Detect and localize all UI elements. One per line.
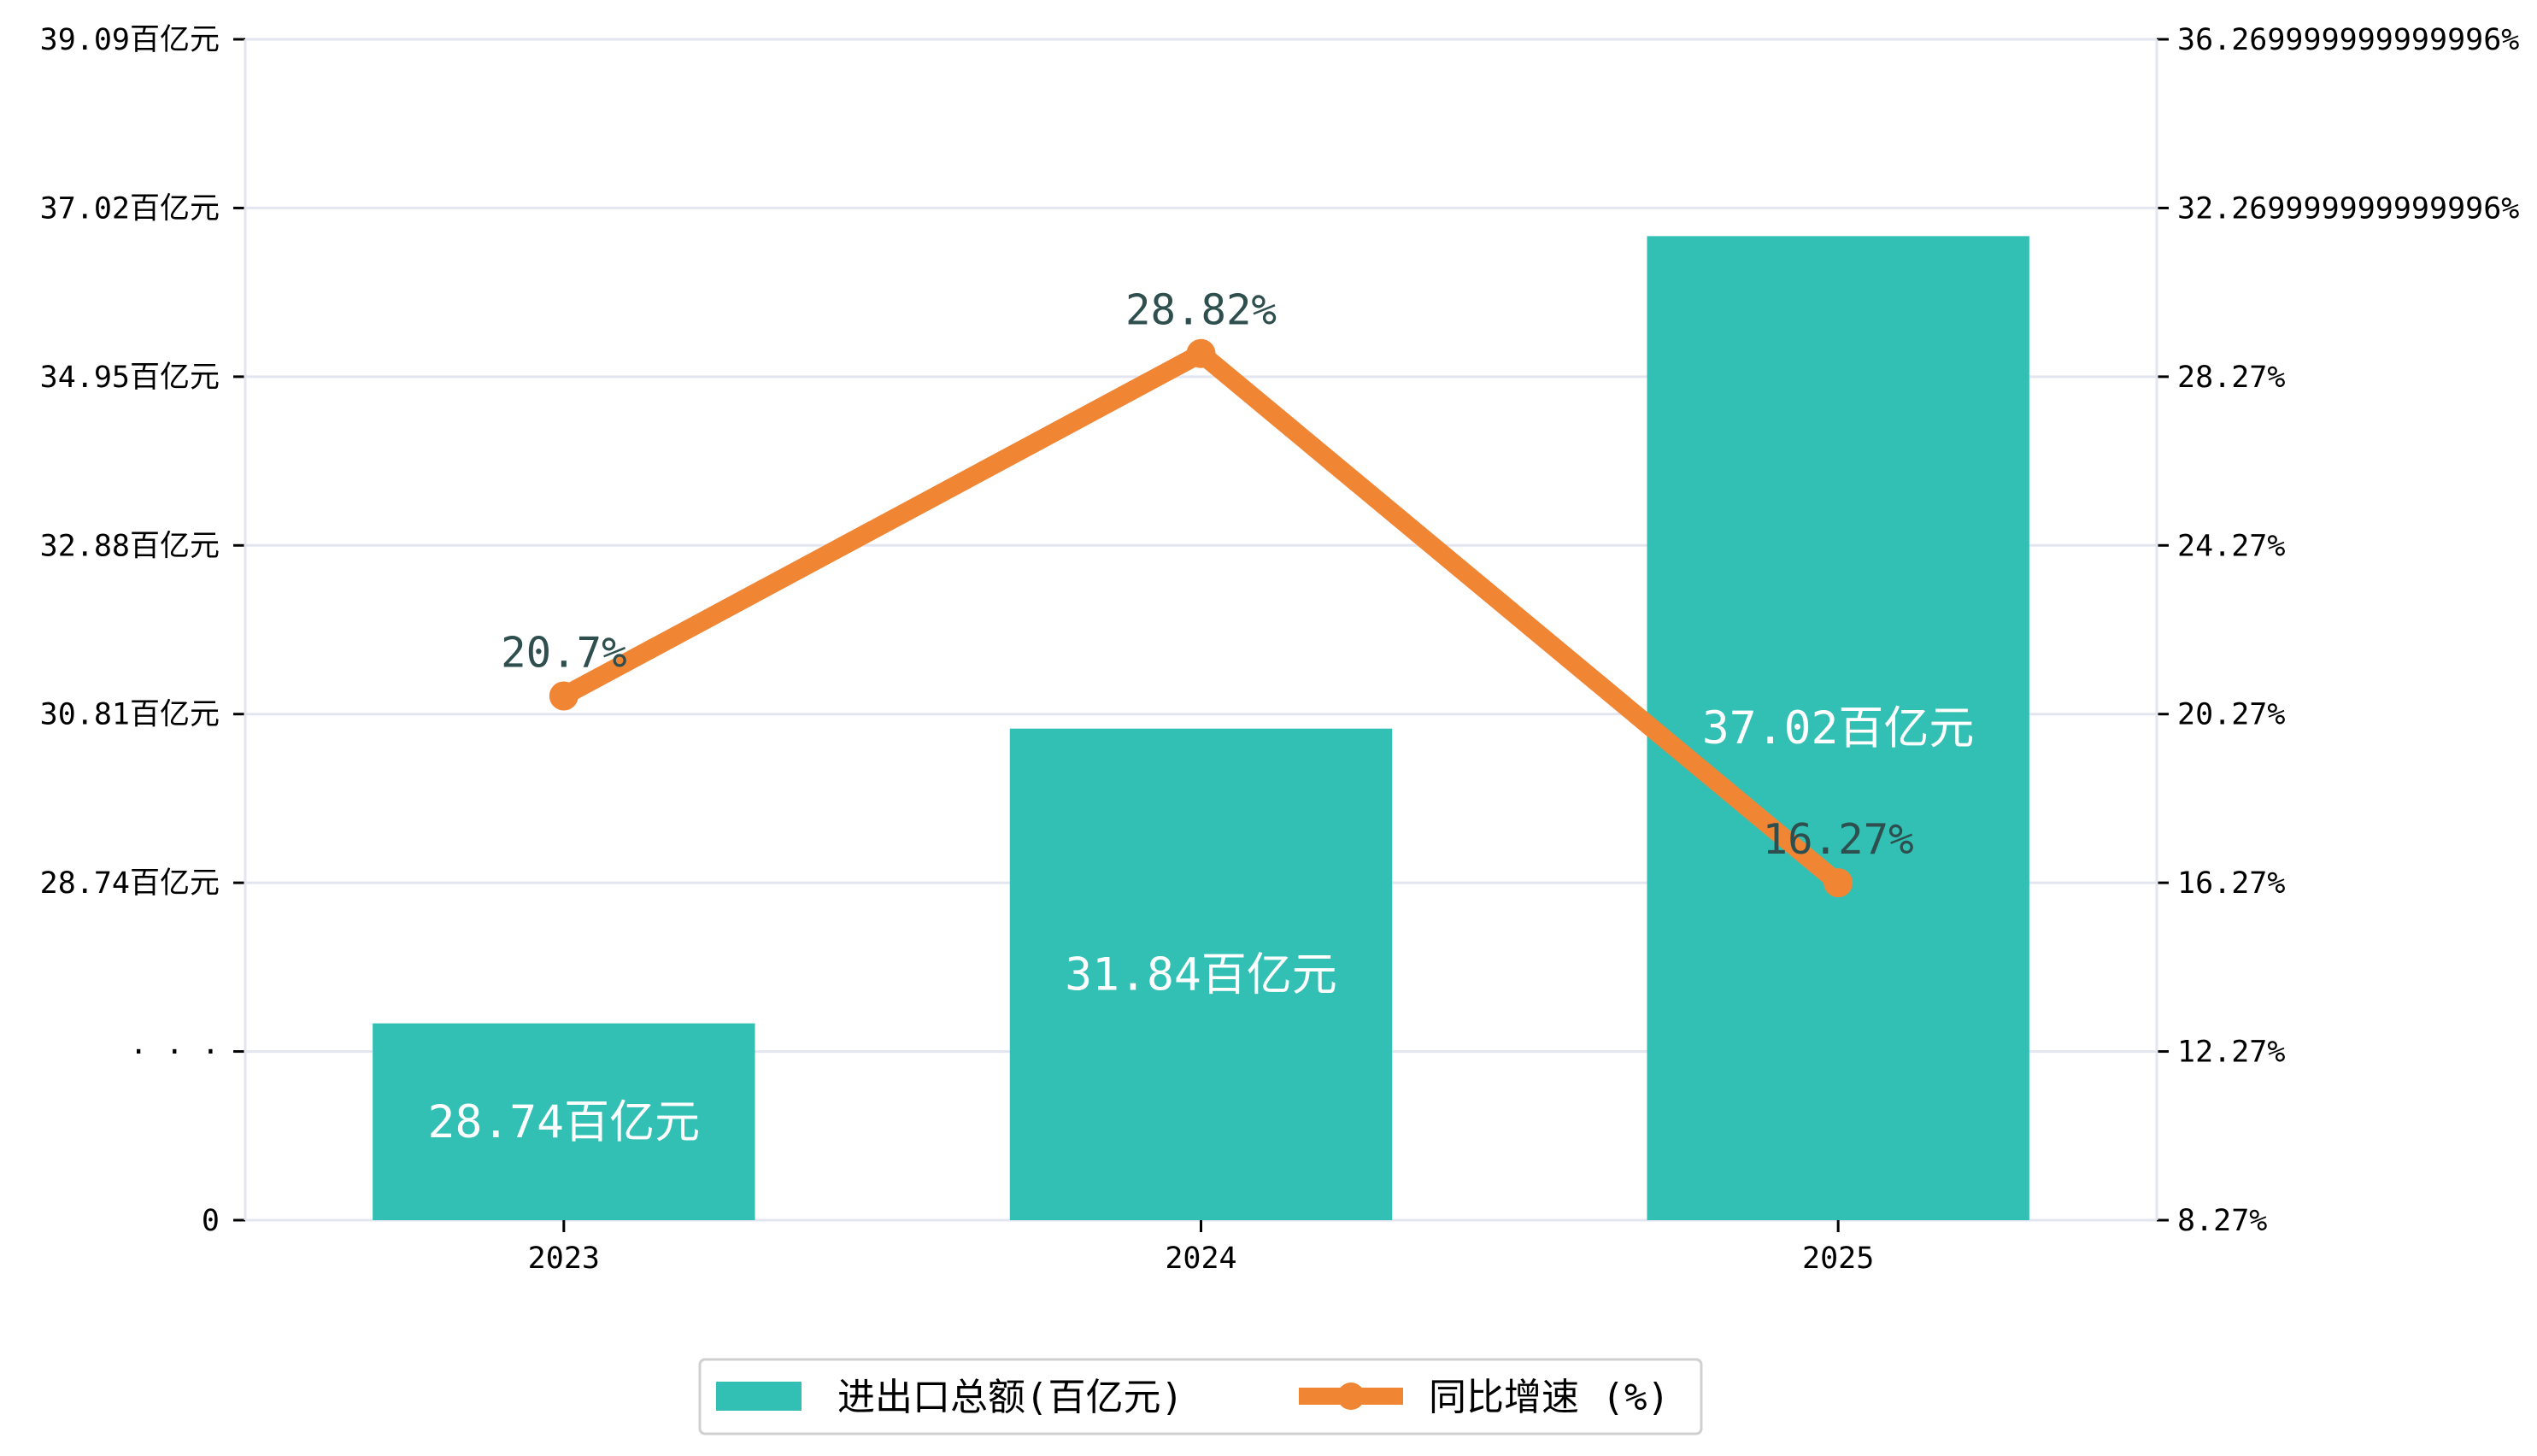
axes: 0 8.27% · · · 12.27% 28.74百亿元 16.27% 30.81百亿元 2… — [40, 23, 2520, 1276]
legend-label-bar: 进出口总额(百亿元) — [837, 1376, 1183, 1419]
data-labels: 28.74百亿元 31.84百亿元 37.02百亿元 20.7% 28.82% 16.27… — [428, 286, 1975, 1148]
left-tick-label: 28.74百亿元 — [40, 866, 220, 901]
right-tick-label: 24.27% — [2177, 529, 2285, 563]
legend-swatch-bar — [716, 1382, 802, 1411]
bars — [373, 236, 2029, 1220]
line-point — [549, 681, 578, 711]
right-tick-label: 20.27% — [2177, 698, 2285, 732]
legend-box — [698, 1358, 1703, 1435]
bar — [373, 1023, 755, 1220]
x-tick-label: 2025 — [1802, 1242, 1874, 1276]
left-tick-label: 39.09百亿元 — [40, 23, 220, 57]
right-tick-label: 12.27% — [2177, 1036, 2285, 1070]
left-tick-label: 30.81百亿元 — [40, 698, 220, 732]
bar-data-label: 28.74百亿元 — [428, 1096, 701, 1148]
right-tick-label: 32.269999999999996% — [2177, 191, 2519, 226]
right-tick-label: 8.27% — [2177, 1204, 2267, 1238]
bar-data-label: 31.84百亿元 — [1065, 948, 1337, 1001]
left-tick-label: 32.88百亿元 — [40, 529, 220, 563]
right-tick-label: 36.269999999999996% — [2177, 23, 2519, 57]
left-tick-label: · · · — [130, 1036, 220, 1070]
line-data-label: 20.7% — [501, 628, 627, 677]
legend-marker-line — [1337, 1383, 1365, 1410]
legend-label-line: 同比增速 (%) — [1429, 1376, 1670, 1419]
left-tick-label: 0 — [202, 1204, 220, 1238]
bar — [1647, 236, 2029, 1220]
x-tick-label: 2024 — [1165, 1242, 1236, 1276]
right-tick-label: 16.27% — [2177, 866, 2285, 901]
bar — [1009, 728, 1393, 1220]
line-point — [1823, 868, 1853, 898]
line-data-label: 28.82% — [1125, 286, 1277, 335]
legend[interactable]: 进出口总额(百亿元) 同比增速 (%) — [698, 1358, 1703, 1435]
left-tick-label: 37.02百亿元 — [40, 191, 220, 226]
right-tick-label: 28.27% — [2177, 361, 2285, 395]
left-tick-label: 34.95百亿元 — [40, 361, 220, 395]
line-data-label: 16.27% — [1763, 815, 1914, 864]
line-series — [549, 338, 1853, 898]
x-tick-label: 2023 — [528, 1242, 600, 1276]
line-point — [1186, 338, 1216, 368]
bar-data-label: 37.02百亿元 — [1702, 702, 1975, 754]
